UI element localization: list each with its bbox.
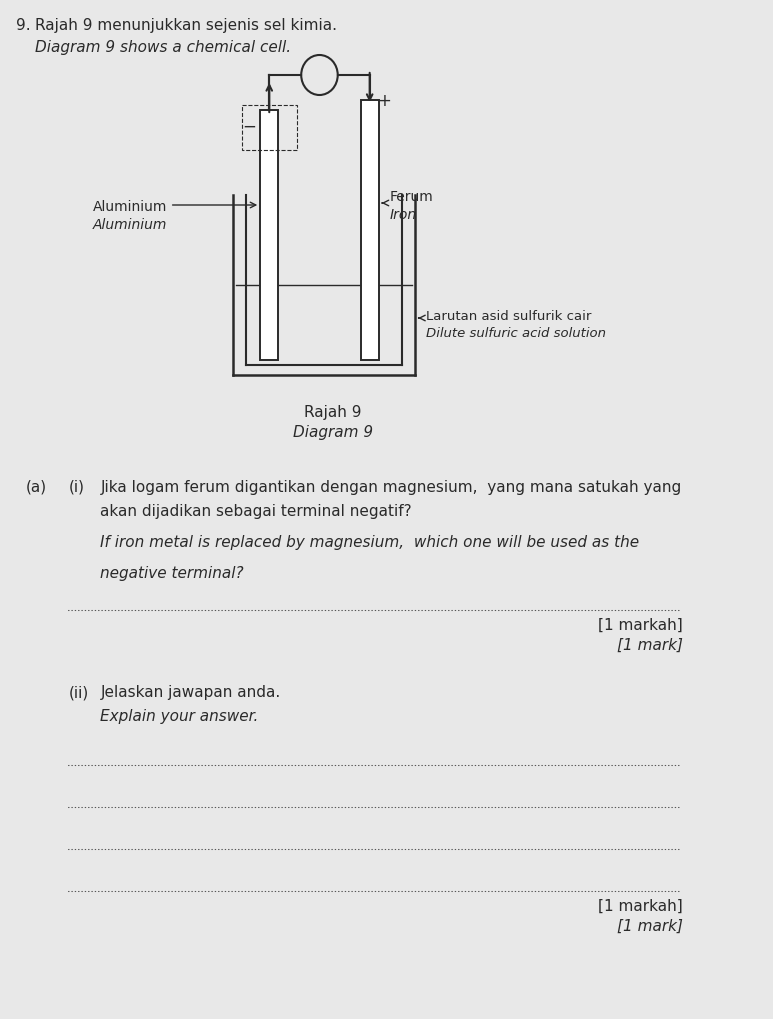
Text: Diagram 9 shows a chemical cell.: Diagram 9 shows a chemical cell. bbox=[35, 40, 291, 55]
Text: Diagram 9: Diagram 9 bbox=[293, 425, 373, 440]
Text: Explain your answer.: Explain your answer. bbox=[100, 709, 259, 725]
Text: [1 mark]: [1 mark] bbox=[617, 919, 683, 934]
Text: Larutan asid sulfurik cair: Larutan asid sulfurik cair bbox=[426, 310, 591, 323]
Text: Iron: Iron bbox=[390, 208, 417, 222]
Text: 9.: 9. bbox=[16, 18, 31, 33]
Text: (ii): (ii) bbox=[69, 685, 89, 700]
Text: Dilute sulfuric acid solution: Dilute sulfuric acid solution bbox=[426, 327, 606, 340]
Text: If iron metal is replaced by magnesium,  which one will be used as the: If iron metal is replaced by magnesium, … bbox=[100, 535, 639, 550]
Text: Rajah 9: Rajah 9 bbox=[305, 405, 362, 420]
Bar bbox=[261, 110, 278, 360]
Text: Jika logam ferum digantikan dengan magnesium,  yang mana satukah yang: Jika logam ferum digantikan dengan magne… bbox=[100, 480, 682, 495]
Text: negative terminal?: negative terminal? bbox=[100, 566, 244, 581]
Text: Aluminium: Aluminium bbox=[93, 200, 167, 214]
Text: Jelaskan jawapan anda.: Jelaskan jawapan anda. bbox=[100, 685, 281, 700]
Bar bbox=[242, 105, 297, 150]
Text: −: − bbox=[242, 118, 256, 136]
Text: Ferum: Ferum bbox=[390, 190, 434, 204]
Text: Rajah 9 menunjukkan sejenis sel kimia.: Rajah 9 menunjukkan sejenis sel kimia. bbox=[35, 18, 337, 33]
Text: [1 mark]: [1 mark] bbox=[617, 638, 683, 653]
Text: (i): (i) bbox=[69, 480, 84, 495]
Text: [1 markah]: [1 markah] bbox=[598, 618, 683, 633]
Text: (a): (a) bbox=[26, 480, 46, 495]
Text: Aluminium: Aluminium bbox=[93, 218, 167, 232]
Text: [1 markah]: [1 markah] bbox=[598, 899, 683, 914]
Text: akan dijadikan sebagai terminal negatif?: akan dijadikan sebagai terminal negatif? bbox=[100, 504, 412, 519]
Text: +: + bbox=[377, 92, 391, 110]
Bar bbox=[360, 100, 379, 360]
